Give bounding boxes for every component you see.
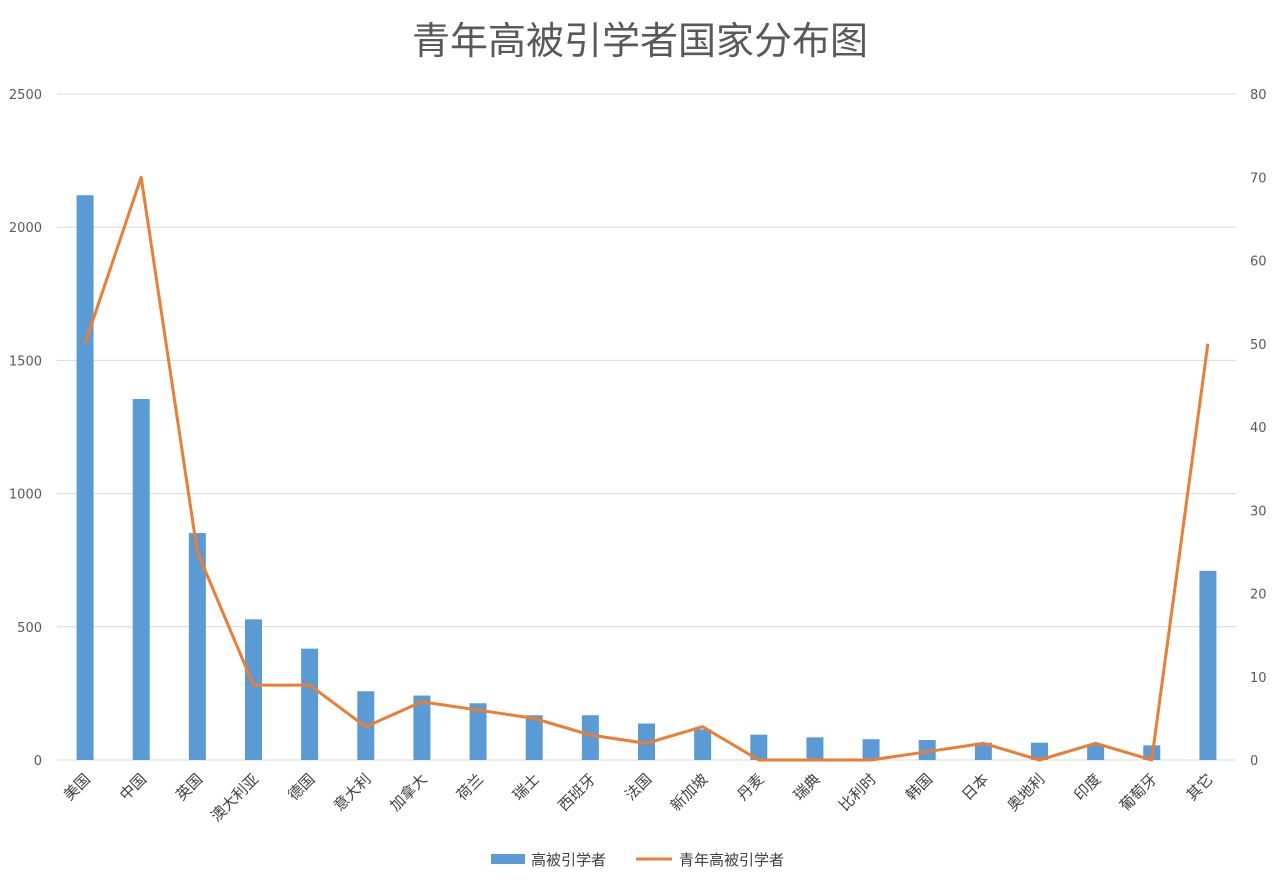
bar-series — [76, 195, 1217, 760]
legend-bar-label: 高被引学者 — [531, 851, 606, 869]
legend: 高被引学者 青年高被引学者 — [491, 851, 784, 869]
right-tick-label: 80 — [1250, 88, 1267, 103]
bar — [188, 533, 206, 760]
right-tick-label: 70 — [1250, 171, 1267, 186]
right-tick-label: 60 — [1250, 255, 1267, 270]
bar — [469, 703, 487, 760]
category-label: 西班牙 — [555, 770, 600, 815]
bar — [132, 399, 150, 760]
category-label: 日本 — [958, 770, 992, 804]
right-tick-label: 30 — [1250, 504, 1267, 519]
right-tick-label: 40 — [1250, 421, 1267, 436]
bar — [245, 619, 262, 760]
left-tick-label: 500 — [17, 621, 42, 636]
left-tick-label: 1500 — [9, 354, 42, 369]
category-label: 加拿大 — [386, 770, 431, 815]
left-tick-label: 0 — [34, 754, 42, 769]
bar — [750, 734, 768, 760]
right-tick-label: 0 — [1250, 754, 1258, 769]
category-label: 丹麦 — [734, 770, 768, 804]
category-label: 中国 — [116, 770, 150, 804]
left-tick-label: 2000 — [9, 221, 42, 236]
category-label: 新加坡 — [667, 770, 712, 815]
x-axis-categories: 美国 中国 英国 澳大利亚 德国 意大利 加拿大 荷兰 瑞士 西班牙 法国 新加坡 丹麦 瑞典 比利时 韩国日… — [60, 770, 1217, 825]
category-label: 德国 — [285, 770, 319, 804]
category-label: 其它 — [1183, 770, 1217, 804]
category-label: 美国 — [60, 770, 94, 804]
right-y-axis: 0 10 20 30 40 50 60 70 80 — [1250, 88, 1267, 769]
category-label: 韩国 — [902, 770, 936, 804]
bar — [806, 737, 824, 760]
category-label: 比利时 — [835, 770, 880, 815]
bar — [1087, 744, 1105, 760]
category-label: 瑞典 — [790, 770, 824, 804]
bar — [694, 729, 712, 760]
right-tick-label: 50 — [1250, 338, 1267, 353]
legend-line-label: 青年高被引学者 — [679, 851, 784, 869]
category-label: 印度 — [1071, 770, 1105, 804]
bar — [581, 715, 599, 760]
bar — [413, 695, 431, 760]
category-label: 英国 — [172, 770, 206, 804]
left-tick-label: 2500 — [9, 88, 42, 103]
category-label: 荷兰 — [453, 770, 487, 804]
left-y-axis: 0 500 1000 1500 2000 2500 — [9, 88, 42, 769]
bar — [862, 739, 880, 760]
category-label: 法国 — [621, 770, 655, 804]
gridlines — [57, 93, 1236, 761]
right-tick-label: 10 — [1250, 671, 1267, 686]
chart-title: 青年高被引学者国家分布图 — [412, 19, 868, 63]
category-label: 瑞士 — [509, 770, 543, 804]
bar — [1031, 742, 1048, 760]
legend-bar-swatch — [491, 854, 525, 864]
bar — [974, 742, 992, 760]
left-tick-label: 1000 — [9, 488, 42, 503]
bar — [301, 648, 319, 760]
category-label: 意大利 — [330, 770, 375, 815]
category-label: 葡萄牙 — [1116, 770, 1161, 815]
bar — [918, 740, 936, 760]
bar — [1199, 570, 1217, 760]
line-series — [83, 175, 1210, 762]
bar — [638, 723, 655, 760]
bar — [76, 195, 94, 760]
right-tick-label: 20 — [1250, 588, 1267, 603]
category-label: 澳大利亚 — [207, 770, 262, 825]
category-label: 奥地利 — [1004, 770, 1049, 815]
bar — [525, 715, 543, 760]
